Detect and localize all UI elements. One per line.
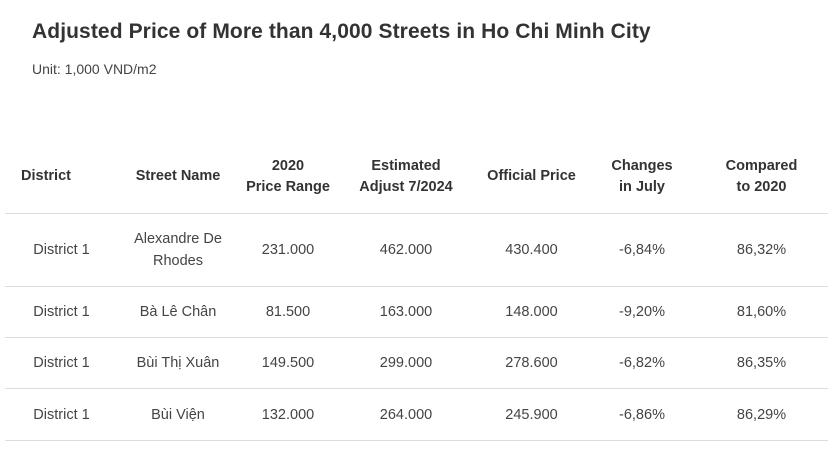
table-row: District 1 Bà Lê Chân 81.500 163.000 148… [5, 286, 828, 338]
cell-estimated-adjust: 163.000 [338, 286, 474, 338]
cell-street-name: Bùi Viện [118, 388, 238, 441]
cell-district: District 1 [5, 213, 118, 287]
chart-subtitle: Unit: 1,000 VND/m2 [32, 61, 157, 77]
cell-changes-in-july: -9,20% [589, 286, 695, 338]
table-header-row: District Street Name 2020 Price Range Es… [5, 140, 828, 214]
cell-compared-to-2020: 86,29% [695, 388, 828, 441]
table-row: District 1 Bùi Viện 132.000 264.000 245.… [5, 388, 828, 441]
cell-official-price: 278.600 [474, 337, 589, 389]
cell-2020-price-range: 132.000 [238, 388, 338, 441]
cell-official-price: 148.000 [474, 286, 589, 338]
cell-official-price: 245.900 [474, 388, 589, 441]
price-table: District Street Name 2020 Price Range Es… [5, 140, 828, 441]
cell-compared-to-2020: 86,32% [695, 213, 828, 287]
cell-2020-price-range: 81.500 [238, 286, 338, 338]
cell-changes-in-july: -6,84% [589, 213, 695, 287]
header-changes-in-july: Changes in July [589, 140, 695, 214]
cell-district: District 1 [5, 286, 118, 338]
cell-estimated-adjust: 299.000 [338, 337, 474, 389]
header-official-price: Official Price [474, 140, 589, 214]
cell-changes-in-july: -6,86% [589, 388, 695, 441]
cell-street-name: Alexandre De Rhodes [118, 213, 238, 287]
cell-street-name: Bùi Thị Xuân [118, 337, 238, 389]
cell-official-price: 430.400 [474, 213, 589, 287]
table-row: District 1 Alexandre De Rhodes 231.000 4… [5, 213, 828, 287]
header-compared-to-2020: Compared to 2020 [695, 140, 828, 214]
cell-street-name: Bà Lê Chân [118, 286, 238, 338]
chart-title: Adjusted Price of More than 4,000 Street… [32, 20, 651, 43]
cell-estimated-adjust: 264.000 [338, 388, 474, 441]
header-estimated-adjust: Estimated Adjust 7/2024 [338, 140, 474, 214]
cell-district: District 1 [5, 388, 118, 441]
cell-district: District 1 [5, 337, 118, 389]
cell-2020-price-range: 231.000 [238, 213, 338, 287]
cell-changes-in-july: -6,82% [589, 337, 695, 389]
cell-2020-price-range: 149.500 [238, 337, 338, 389]
cell-compared-to-2020: 81,60% [695, 286, 828, 338]
table-row: District 1 Bùi Thị Xuân 149.500 299.000 … [5, 337, 828, 389]
header-street-name: Street Name [118, 140, 238, 214]
header-district: District [5, 140, 118, 214]
cell-compared-to-2020: 86,35% [695, 337, 828, 389]
header-2020-price-range: 2020 Price Range [238, 140, 338, 214]
cell-estimated-adjust: 462.000 [338, 213, 474, 287]
